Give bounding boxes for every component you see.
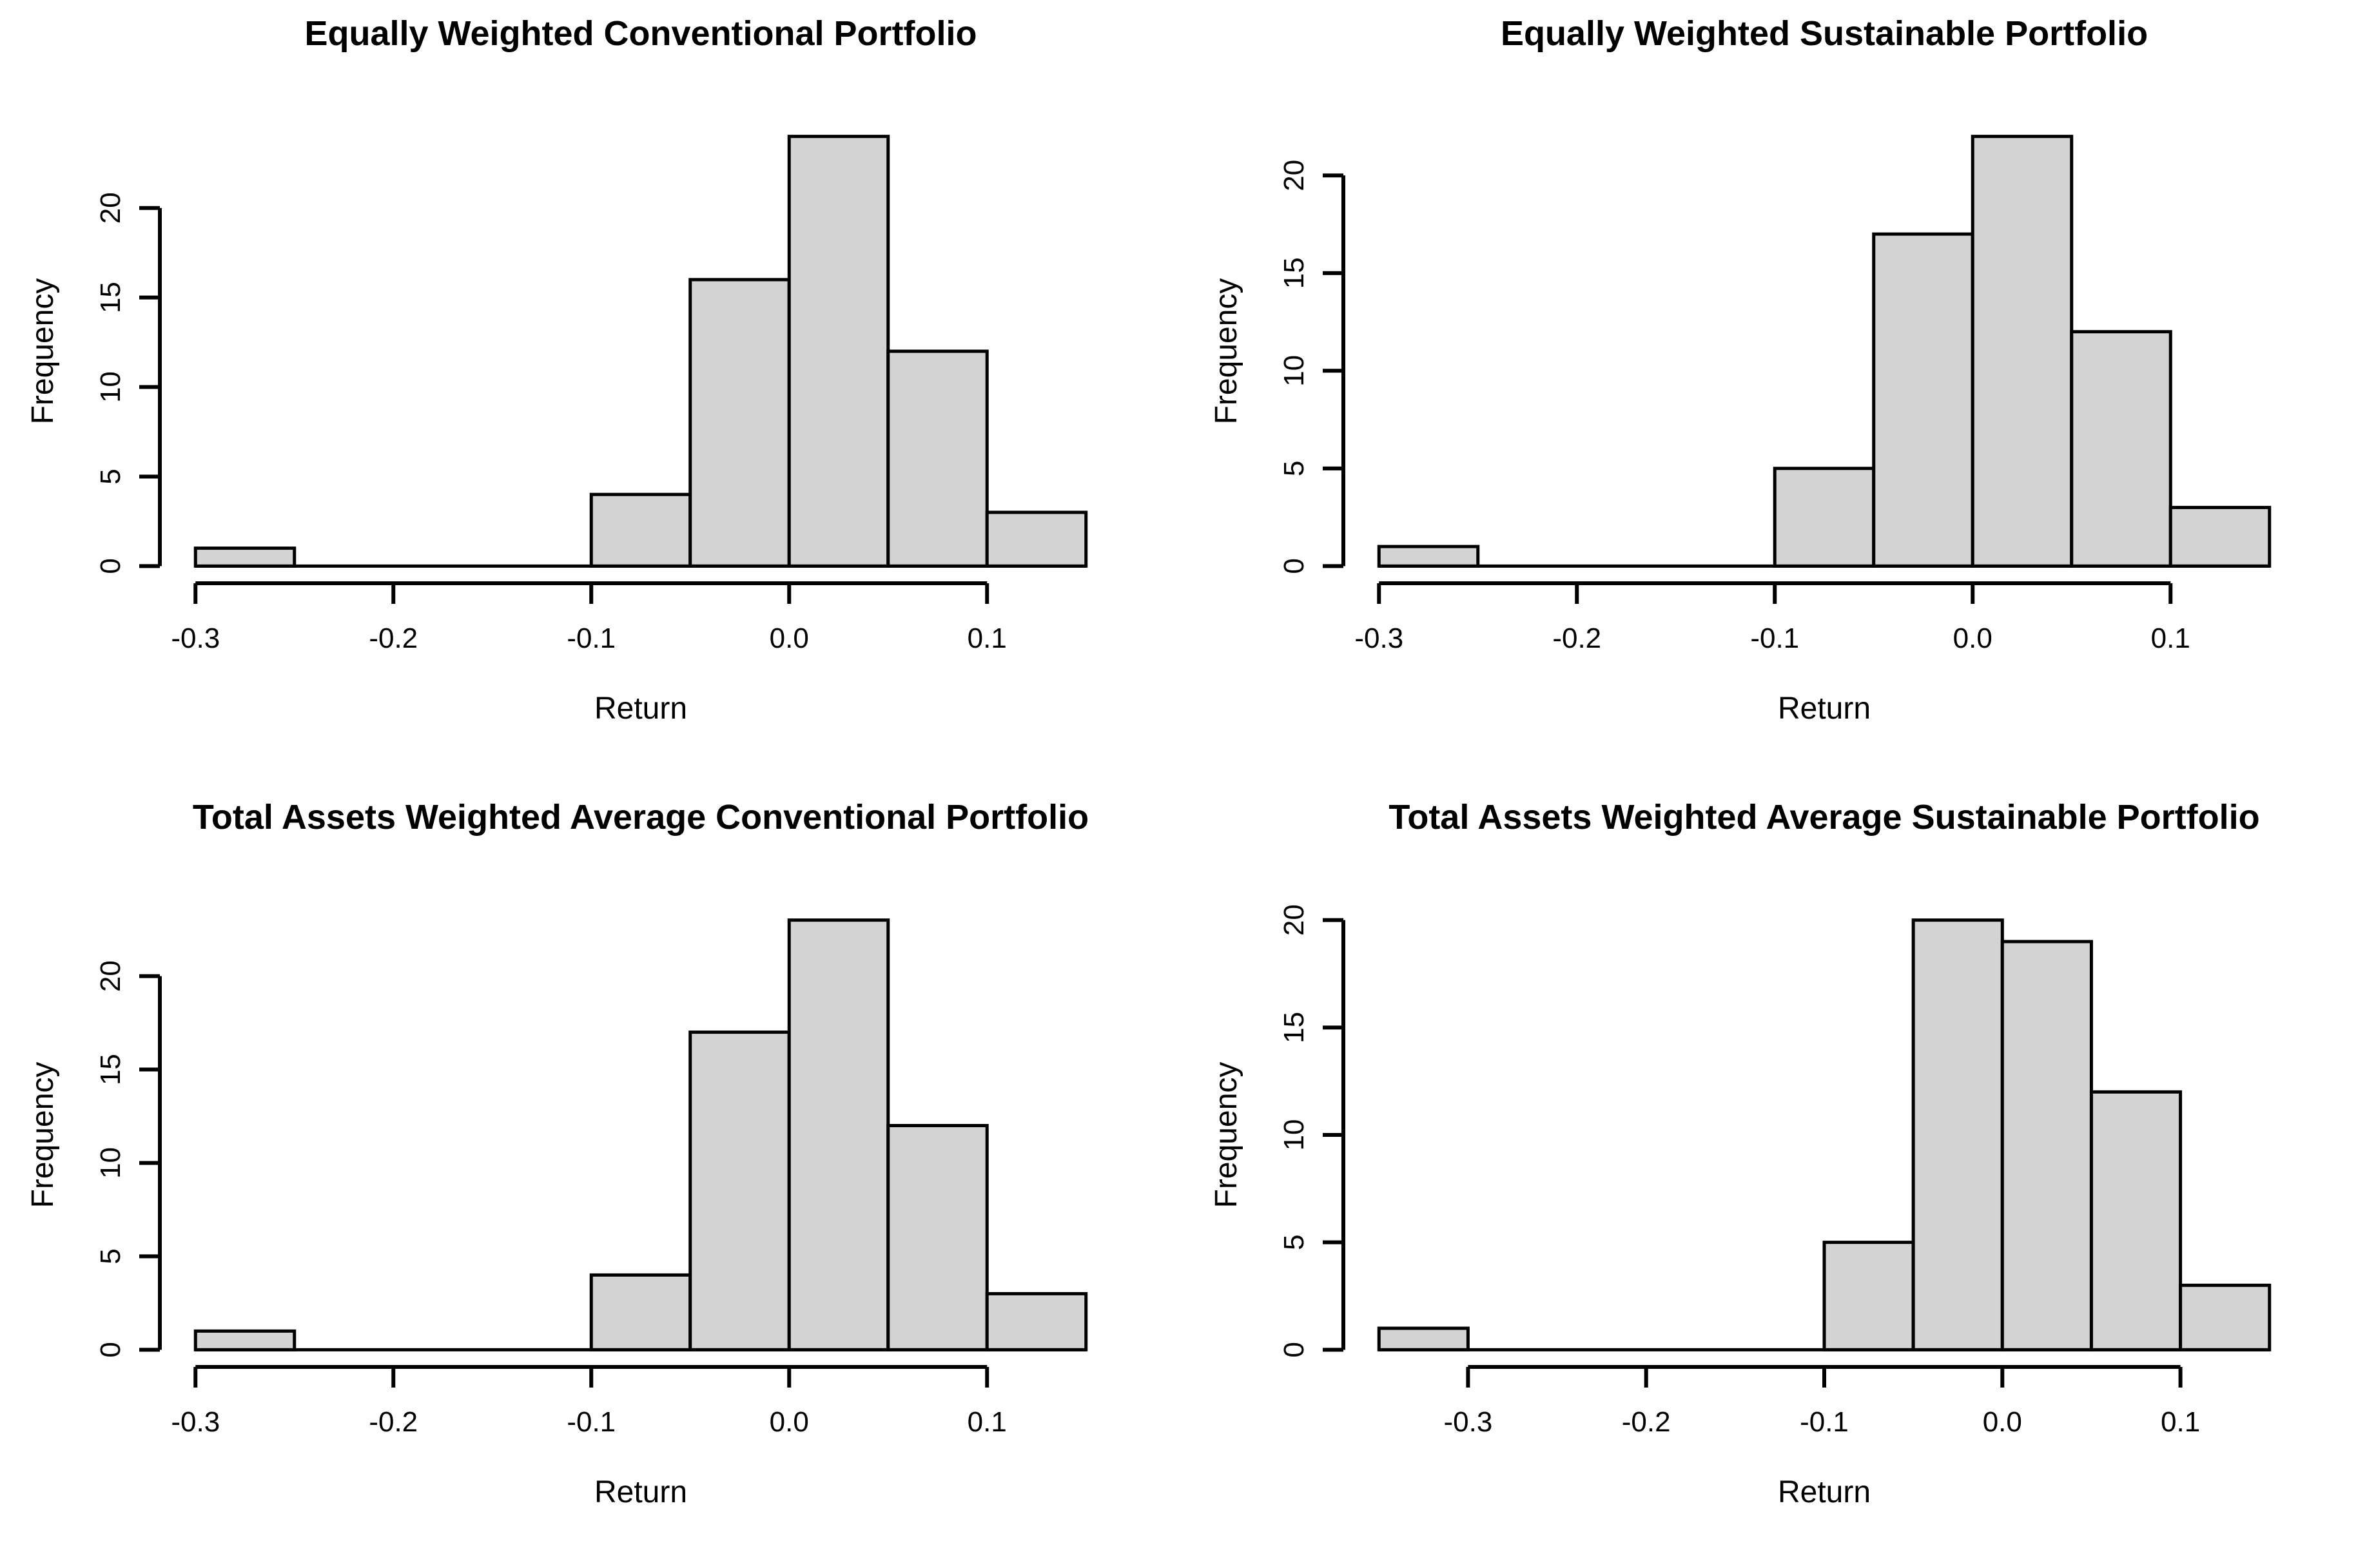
histogram-bar	[985, 1292, 1088, 1351]
x-tick-label: 0.0	[1953, 623, 1992, 654]
y-axis: 0 5 10 15 20 Frequency	[26, 960, 162, 1358]
bars	[1377, 135, 2272, 568]
y-tick-label: 20	[95, 960, 126, 992]
x-tick-label: 0.0	[1983, 1406, 2022, 1438]
histogram-bar	[886, 349, 989, 568]
y-tick-label: 5	[95, 469, 126, 484]
y-axis-title: Frequency	[1209, 1062, 1243, 1208]
y-axis: 0 5 10 15 20 Frequency	[1209, 904, 1345, 1358]
x-axis-title: Return	[594, 1475, 687, 1509]
histogram-bar	[2000, 940, 2093, 1351]
y-tick-label: 5	[1278, 461, 1310, 476]
histogram-bar	[985, 510, 1088, 568]
x-tick-label: 0.1	[2151, 623, 2190, 654]
bars	[193, 918, 1088, 1351]
panel-equally-weighted-conventional: Equally Weighted Conventional Portfolio -…	[0, 0, 1184, 784]
y-axis-title: Frequency	[1209, 278, 1243, 425]
y-tick-label: 0	[1278, 1342, 1310, 1357]
y-tick-label: 10	[95, 1147, 126, 1179]
x-tick-label: 0.0	[770, 1406, 809, 1438]
y-tick-label: 0	[95, 1342, 126, 1357]
histogram-svg: Equally Weighted Sustainable Portfolio -0…	[1209, 14, 2272, 726]
y-axis: 0 5 10 15 20 Frequency	[1209, 160, 1345, 574]
y-tick-label: 15	[95, 282, 126, 313]
x-tick-label: -0.2	[1552, 623, 1601, 654]
x-tick-label: -0.2	[369, 623, 418, 654]
chart-title: Total Assets Weighted Average Convention…	[193, 798, 1089, 837]
y-tick-label: 5	[95, 1248, 126, 1264]
x-tick-label: -0.2	[369, 1406, 418, 1438]
histogram-bar	[589, 1273, 692, 1351]
x-axis: -0.3 -0.2 -0.1 0.0 0.1 Return	[1443, 1365, 2200, 1509]
bars	[193, 135, 1088, 568]
bars	[1377, 918, 2272, 1351]
y-tick-label: 10	[1278, 1119, 1310, 1151]
histogram-bar	[193, 1329, 297, 1351]
x-tick-label: 0.1	[968, 1406, 1007, 1438]
histogram-bar	[193, 547, 297, 568]
histogram-bar	[1377, 1326, 1470, 1351]
panel-equally-weighted-sustainable: Equally Weighted Sustainable Portfolio -0…	[1184, 0, 2367, 784]
histogram-bar	[688, 278, 791, 568]
x-tick-label: -0.1	[1800, 1406, 1849, 1438]
x-tick-label: -0.1	[567, 1406, 616, 1438]
x-tick-label: -0.3	[1354, 623, 1403, 654]
y-tick-label: 20	[95, 192, 126, 224]
histogram-bar	[688, 1031, 791, 1351]
y-tick-label: 15	[95, 1054, 126, 1085]
x-axis: -0.3 -0.2 -0.1 0.0 0.1 Return	[171, 581, 1007, 726]
histogram-bar	[1377, 545, 1480, 568]
x-axis-title: Return	[594, 692, 687, 726]
y-tick-label: 20	[1278, 160, 1310, 191]
y-axis-title: Frequency	[26, 1062, 60, 1208]
histogram-bar	[1773, 467, 1876, 568]
histogram-bar	[2179, 1283, 2272, 1351]
y-axis: 0 5 10 15 20 Frequency	[26, 192, 162, 574]
x-axis-title: Return	[1778, 1475, 1871, 1509]
histogram-svg: Equally Weighted Conventional Portfolio -…	[26, 14, 1088, 726]
y-tick-label: 10	[1278, 355, 1310, 387]
chart-title: Total Assets Weighted Average Sustainabl…	[1388, 798, 2259, 837]
y-tick-label: 0	[95, 558, 126, 574]
y-tick-label: 5	[1278, 1234, 1310, 1250]
histogram-bar	[1822, 1241, 1915, 1351]
histogram-svg: Total Assets Weighted Average Convention…	[26, 798, 1089, 1509]
x-tick-label: -0.3	[1443, 1406, 1492, 1438]
x-axis-title: Return	[1778, 692, 1871, 726]
y-axis-title: Frequency	[26, 278, 60, 425]
histogram-svg: Total Assets Weighted Average Sustainabl…	[1209, 798, 2272, 1509]
y-tick-label: 0	[1278, 558, 1310, 574]
x-tick-label: -0.3	[171, 1406, 220, 1438]
x-tick-label: -0.1	[567, 623, 616, 654]
y-tick-label: 15	[1278, 1012, 1310, 1043]
panel-total-assets-weighted-sustainable: Total Assets Weighted Average Sustainabl…	[1184, 784, 2367, 1567]
y-tick-label: 15	[1278, 257, 1310, 289]
histogram-bar	[1872, 232, 1974, 568]
histogram-bar	[1911, 918, 2004, 1351]
x-axis: -0.3 -0.2 -0.1 0.0 0.1 Return	[1354, 581, 2190, 726]
x-tick-label: -0.2	[1622, 1406, 1671, 1438]
histogram-bar	[589, 492, 692, 568]
x-tick-label: -0.1	[1750, 623, 1799, 654]
x-tick-label: 0.1	[968, 623, 1007, 654]
histogram-bar	[886, 1124, 989, 1351]
histogram-bar	[1971, 135, 2074, 568]
panel-total-assets-weighted-conventional: Total Assets Weighted Average Convention…	[0, 784, 1184, 1567]
histogram-bar	[787, 918, 890, 1351]
histogram-bar	[2089, 1090, 2183, 1351]
y-tick-label: 20	[1278, 904, 1310, 936]
y-tick-label: 10	[95, 371, 126, 403]
x-tick-label: -0.3	[171, 623, 220, 654]
x-axis: -0.3 -0.2 -0.1 0.0 0.1 Return	[171, 1365, 1007, 1509]
histogram-bar	[2168, 505, 2272, 568]
chart-title: Equally Weighted Conventional Portfolio	[304, 14, 977, 53]
histogram-bar	[787, 135, 890, 568]
chart-title: Equally Weighted Sustainable Portfolio	[1501, 14, 2148, 53]
x-tick-label: 0.0	[770, 623, 809, 654]
histogram-bar	[2070, 330, 2172, 568]
x-tick-label: 0.1	[2161, 1406, 2200, 1438]
